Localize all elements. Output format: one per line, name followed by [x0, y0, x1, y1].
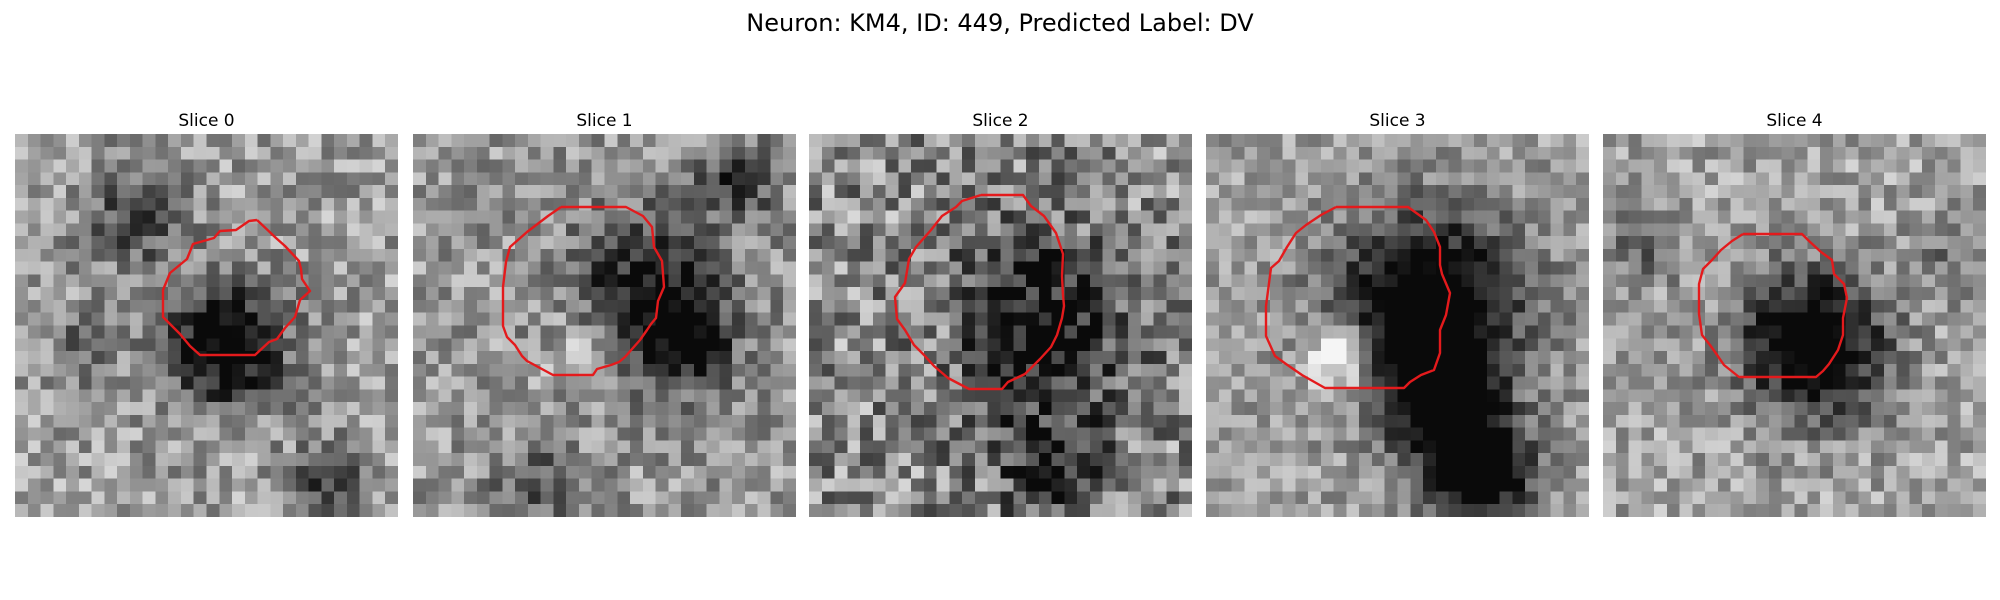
- contour-line: [893, 193, 1066, 391]
- slice-panel: Slice 2: [809, 108, 1192, 517]
- slice-title: Slice 1: [576, 111, 633, 131]
- neuron-contour: [161, 218, 312, 357]
- slice-image: [1603, 134, 1986, 517]
- contour-line: [1697, 232, 1849, 379]
- slice-title: Slice 4: [1766, 111, 1823, 131]
- grayscale-image: [1206, 134, 1589, 517]
- slice-image: [809, 134, 1192, 517]
- slice-image: [1206, 134, 1589, 517]
- slice-image: [15, 134, 398, 517]
- neuron-contour: [893, 193, 1066, 391]
- grayscale-image: [15, 134, 398, 517]
- contour-line: [161, 218, 312, 357]
- figure-title: Neuron: KM4, ID: 449, Predicted Label: D…: [746, 9, 1254, 37]
- contour-line: [501, 205, 666, 377]
- grayscale-image: [1603, 134, 1986, 517]
- slice-title: Slice 0: [178, 111, 235, 131]
- slice-title: Slice 3: [1369, 111, 1426, 131]
- neuron-contour: [1697, 232, 1849, 379]
- contour-line: [1264, 205, 1452, 390]
- slice-title: Slice 2: [972, 111, 1029, 131]
- grayscale-image: [413, 134, 796, 517]
- slice-panel: Slice 1: [413, 108, 796, 517]
- slice-panel: Slice 0: [15, 108, 398, 517]
- slice-panel: Slice 4: [1603, 108, 1986, 517]
- slice-panel: Slice 3: [1206, 108, 1589, 517]
- grayscale-image: [809, 134, 1192, 517]
- neuron-contour: [501, 205, 666, 377]
- slice-image: [413, 134, 796, 517]
- neuron-contour: [1264, 205, 1452, 390]
